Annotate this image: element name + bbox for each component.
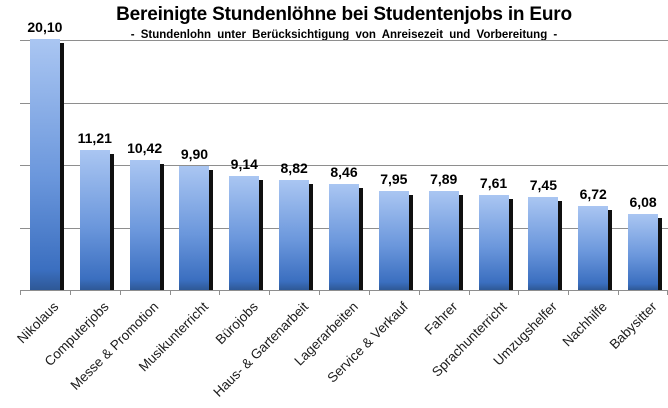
x-axis-label: Bürojobs [212, 299, 261, 348]
bar-value-label: 11,21 [77, 129, 112, 146]
bar-value-label: 6,08 [629, 194, 657, 210]
bar-value-label: 7,95 [380, 170, 408, 187]
x-axis-label: Nachhilfe [559, 299, 610, 350]
bar-value-label: 6,72 [579, 186, 607, 202]
bar [279, 179, 314, 291]
gridline [20, 165, 668, 166]
bar [578, 206, 613, 290]
bar [29, 38, 64, 291]
bar-value-label: 7,61 [479, 174, 508, 191]
axis-tick [618, 291, 619, 295]
bar-value-label: 8,82 [280, 159, 308, 176]
axis-tick [20, 291, 21, 295]
axis-tick [419, 291, 420, 295]
gridline [20, 102, 668, 104]
bar-value-label: 10,42 [127, 139, 163, 156]
chart-title: Bereinigte Stundenlöhne bei Studentenjob… [116, 4, 572, 25]
bar [129, 159, 164, 291]
bar [478, 194, 513, 291]
chart-subtitle: - Stundenlohn unter Berücksichtigung von… [130, 29, 558, 41]
plot-area: 20,10 11,21 10,42 9,90 9,14 8,82 8,46 7,95 7,89 7… [20, 19, 668, 295]
bar [378, 190, 413, 291]
axis-tick [219, 291, 220, 295]
axis-tick [269, 291, 270, 295]
axis-tick [120, 291, 121, 295]
bar [229, 175, 264, 291]
axis-tick [369, 291, 370, 295]
x-axis-label: Fahrer [421, 299, 461, 338]
axis-tick [568, 291, 569, 295]
bar-value-label: 9,14 [230, 155, 258, 172]
x-axis-label: Nikolaus [14, 299, 62, 347]
axis-tick [170, 291, 171, 295]
x-axis-label: Messe & Promotion [67, 299, 162, 393]
x-axis-labels: Nikolaus Computerjobs Messe & Promotion Mus… [0, 299, 668, 408]
axis-tick [319, 291, 320, 295]
bar [179, 166, 214, 290]
axis-tick [469, 291, 470, 295]
bar [428, 191, 463, 290]
axis-tick [70, 291, 71, 295]
bar-value-label: 9,90 [180, 146, 209, 163]
bar-value-label: 7,89 [430, 171, 458, 188]
bar [628, 214, 663, 290]
bar [528, 196, 563, 291]
x-axis-label: Haus- & Gartenarbeit [209, 299, 311, 400]
bar [79, 149, 114, 291]
x-axis-label: Babysitter [606, 299, 660, 353]
bar-value-label: 8,46 [330, 164, 358, 181]
bar-value-label: 7,45 [529, 176, 557, 193]
bar-value-label: 20,10 [27, 18, 63, 35]
bar [329, 184, 363, 290]
gridline [20, 40, 668, 41]
axis-tick [518, 291, 519, 295]
